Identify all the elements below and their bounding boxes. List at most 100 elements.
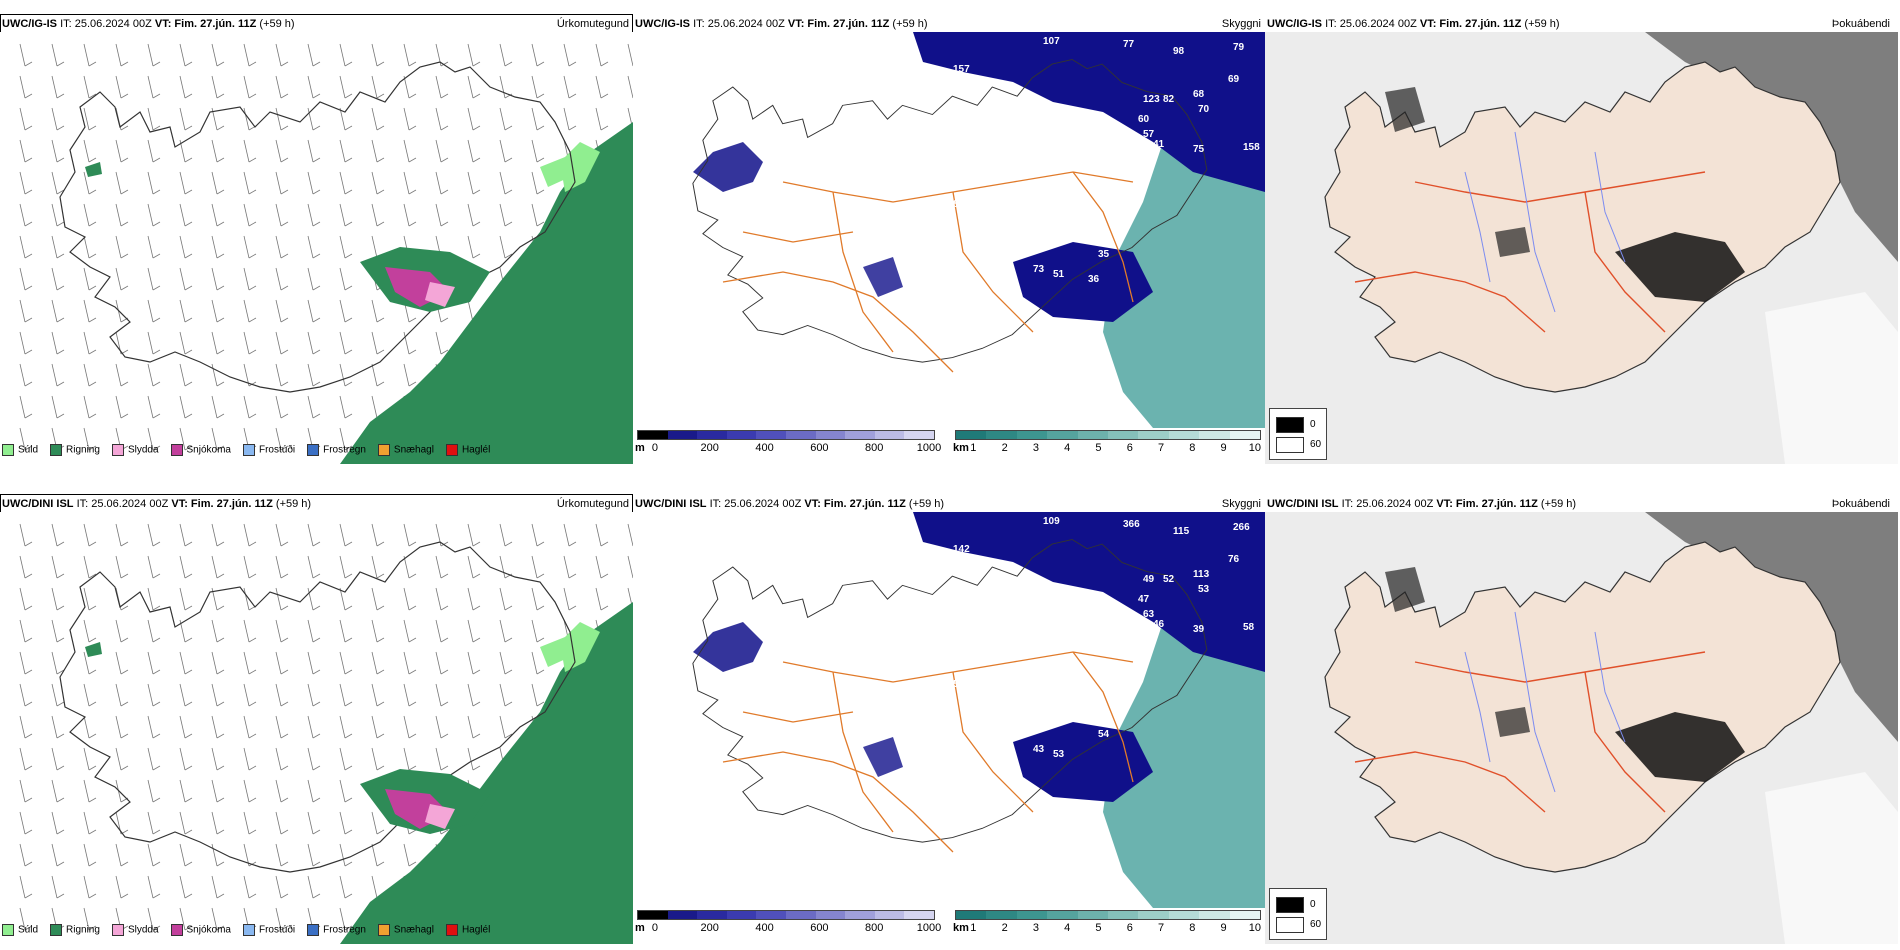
legend-item: Frostúði — [242, 924, 295, 936]
wind-barb-icon — [19, 843, 33, 867]
wind-barb-icon — [307, 811, 321, 835]
wind-barb-icon — [179, 523, 193, 547]
vt-label: VT: — [171, 498, 188, 510]
wind-barb-icon — [19, 75, 33, 99]
wind-barb-icon — [147, 555, 161, 579]
wind-barb-icon — [371, 619, 385, 643]
wind-barb-icon — [371, 747, 385, 771]
wind-barb-icon — [339, 523, 353, 547]
wind-barb-icon — [115, 75, 129, 99]
wind-barb-icon — [339, 619, 353, 643]
cloud-base-label: 82 — [1163, 94, 1175, 105]
legend-item: Súld — [2, 924, 38, 936]
wind-barb-icon — [531, 75, 545, 99]
wind-barb-icon — [51, 235, 65, 259]
legend-item: Snæhagl — [377, 924, 434, 936]
colorbar-gradient — [955, 910, 1261, 920]
wind-barb-icon — [83, 171, 97, 195]
wind-barb-icon — [307, 683, 321, 707]
legend-swatch — [170, 444, 183, 456]
road-line — [832, 671, 894, 833]
wind-barb-icon — [115, 395, 129, 419]
lead-time: (+59 h) — [892, 18, 928, 30]
wind-barb-icon — [403, 843, 417, 867]
wind-barb-icon — [307, 619, 321, 643]
wind-barb-icon — [115, 523, 129, 547]
wind-barb-icon — [275, 907, 289, 931]
wind-barb-icon — [211, 555, 225, 579]
wind-barb-icon — [307, 299, 321, 323]
wind-barb-icon — [51, 267, 65, 291]
wind-barb-icon — [211, 427, 225, 451]
fog-map — [1265, 512, 1898, 944]
wind-barb-icon — [403, 555, 417, 579]
wind-barb-icon — [275, 747, 289, 771]
wind-barb-icon — [243, 747, 257, 771]
wind-barb-icon — [211, 907, 225, 931]
wind-barb-icon — [307, 171, 321, 195]
river-line — [1514, 131, 1556, 313]
wind-barb-icon — [51, 779, 65, 803]
legend-swatch — [307, 924, 320, 936]
wind-barb-icon — [499, 43, 513, 67]
wind-barb-icon — [467, 619, 481, 643]
wind-barb-icon — [307, 523, 321, 547]
legend-item: Rigning — [50, 444, 100, 456]
colorbar-tick: 2 — [1001, 922, 1008, 934]
wind-barb-icon — [147, 235, 161, 259]
wind-barb-icon — [563, 587, 577, 611]
wind-barb-icon — [115, 619, 129, 643]
wind-barb-icon — [19, 427, 33, 451]
wind-barb-icon — [211, 619, 225, 643]
legend-swatch — [50, 444, 63, 456]
low-cloud-area — [913, 32, 1265, 192]
wind-barb-icon — [499, 75, 513, 99]
wind-barb-icon — [51, 651, 65, 675]
wind-barb-icon — [83, 683, 97, 707]
vt-label: VT: — [804, 498, 821, 510]
model-name: UWC/IG-IS — [2, 18, 57, 30]
cloud-base-label: 115 — [1173, 526, 1190, 537]
lead-time: (+59 h) — [1540, 498, 1577, 510]
river-line — [1464, 651, 1491, 763]
colorbar-tick: 4 — [1064, 442, 1071, 454]
wind-barb-icon — [467, 523, 481, 547]
wind-barb-icon — [339, 171, 353, 195]
cloud-base-label: 46 — [1153, 619, 1165, 630]
precip-legend: Súld Rigning Slydda Snjókoma Frostúði Frostre… — [2, 924, 502, 940]
wind-barb-icon — [83, 235, 97, 259]
precip-map — [0, 32, 633, 464]
wind-barb-icon — [307, 331, 321, 355]
wind-barb-icon — [147, 363, 161, 387]
fog-legend-item: 60 — [1276, 437, 1326, 453]
wind-barb-icon — [19, 683, 33, 707]
wind-barb-icon — [275, 267, 289, 291]
wind-barb-icon — [339, 715, 353, 739]
wind-barb-icon — [371, 139, 385, 163]
wind-barb-icon — [371, 555, 385, 579]
wind-barb-icon — [275, 427, 289, 451]
road-line — [722, 751, 954, 853]
panel-title: Þokuábendi — [1831, 18, 1890, 30]
fog-legend-swatch — [1276, 417, 1304, 433]
colorbar-tick: 400 — [755, 442, 774, 454]
wind-barb-icon — [499, 587, 513, 611]
wind-barb-icon — [499, 107, 513, 131]
init-time: IT: 25.06.2024 00Z — [1325, 18, 1417, 30]
wind-barb-icon — [179, 875, 193, 899]
wind-barb-icon — [147, 203, 161, 227]
wind-barb-icon — [147, 811, 161, 835]
wind-barb-icon — [179, 843, 193, 867]
wind-barb-icon — [179, 43, 193, 67]
wind-barb-icon — [499, 715, 513, 739]
wind-barb-icon — [531, 683, 545, 707]
wind-barb-icon — [83, 555, 97, 579]
fog-legend-label: 60 — [1310, 439, 1322, 450]
wind-barb-icon — [115, 139, 129, 163]
visibility-panel-bottom: UWC/DINI ISL IT: 25.06.2024 00Z VT: Fim.… — [633, 494, 1265, 944]
fog-legend: 0 60 — [1269, 408, 1327, 460]
wind-barb-icon — [275, 875, 289, 899]
drizzle-area — [540, 157, 570, 187]
model-name: UWC/DINI ISL — [635, 498, 707, 510]
visibility-map: 140 130 142 136 109 366 115 266 76 113 53 49 52 47 63 4… — [633, 512, 1265, 908]
